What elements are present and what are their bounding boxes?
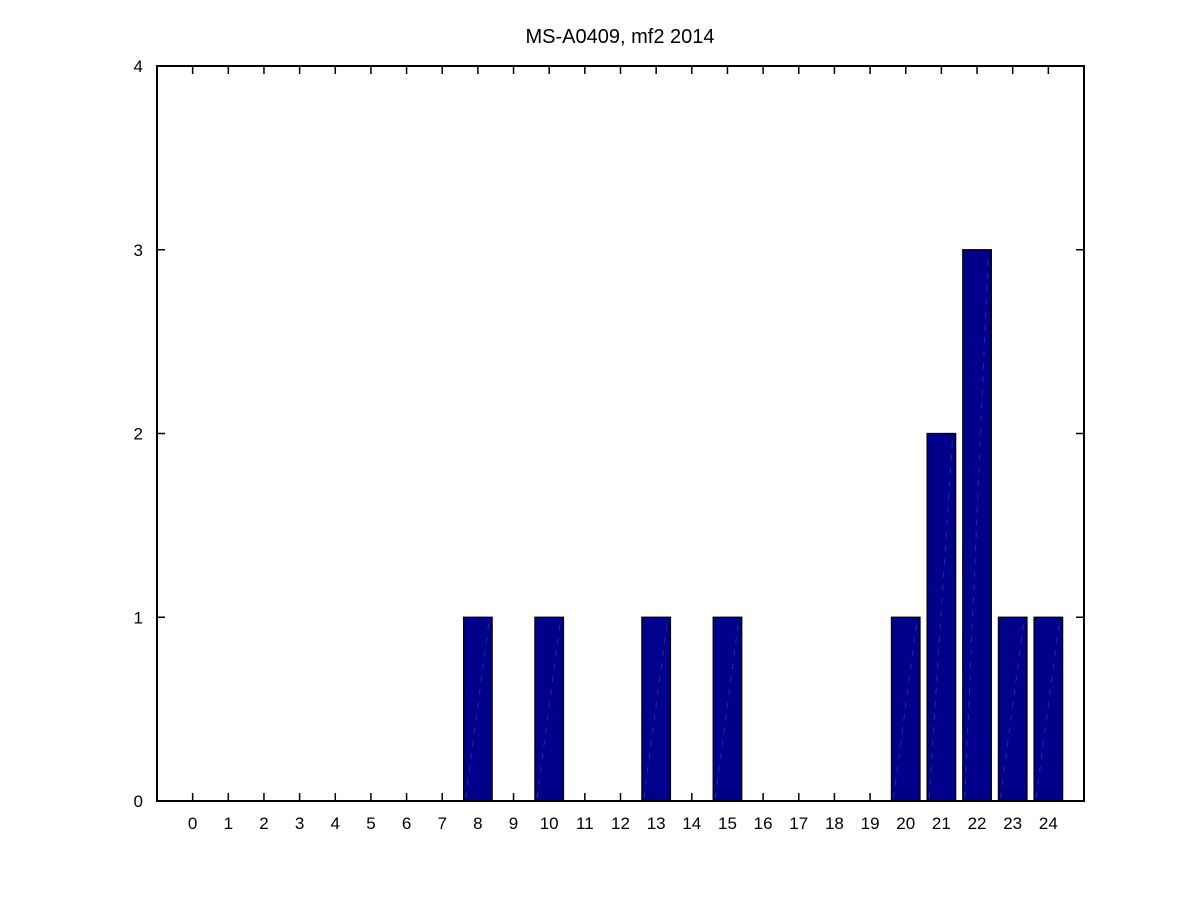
- x-tick-label: 8: [473, 814, 482, 833]
- bar-inner-line: [465, 620, 490, 799]
- y-tick-label: 4: [134, 57, 143, 76]
- x-tick-label: 23: [1003, 814, 1022, 833]
- x-tick-label: 16: [754, 814, 773, 833]
- plot-border: [156, 65, 1085, 802]
- x-tick-label: 1: [224, 814, 233, 833]
- bar: [962, 249, 992, 802]
- bar: [890, 616, 921, 802]
- bar-inner-line: [643, 620, 668, 799]
- y-tick-label: 2: [134, 425, 143, 444]
- bar: [1033, 616, 1064, 802]
- x-tick-label: 13: [647, 814, 666, 833]
- x-tick-label: 24: [1039, 814, 1058, 833]
- x-tick-label: 20: [896, 814, 915, 833]
- bar-inner-line: [999, 620, 1025, 799]
- x-tick-label: 11: [576, 814, 594, 833]
- bar: [641, 616, 672, 802]
- x-tick-label: 12: [611, 814, 630, 833]
- y-tick-label: 1: [134, 608, 143, 627]
- x-tick-label: 17: [789, 814, 808, 833]
- x-tick-label: 19: [861, 814, 880, 833]
- y-tick-label: 0: [134, 792, 143, 811]
- bar: [462, 616, 493, 802]
- x-tick-label: 22: [968, 814, 987, 833]
- bar: [997, 616, 1028, 802]
- bar-inner-line: [892, 620, 918, 799]
- bar: [926, 432, 957, 802]
- x-tick-label: 7: [437, 814, 446, 833]
- x-tick-label: 0: [188, 814, 197, 833]
- x-tick-label: 3: [295, 814, 304, 833]
- x-tick-label: 21: [932, 814, 951, 833]
- axis-box: [156, 65, 1085, 802]
- bar-inner-line: [714, 620, 740, 799]
- bar-inner-line: [1035, 620, 1061, 799]
- x-tick-label: 18: [825, 814, 844, 833]
- y-tick-label: 3: [134, 241, 143, 260]
- x-tick-label: 15: [718, 814, 737, 833]
- x-tick-label: 9: [509, 814, 518, 833]
- bar-series: [462, 249, 1064, 802]
- x-tick-label: 10: [540, 814, 559, 833]
- x-tick-label: 14: [682, 814, 701, 833]
- bar: [534, 616, 565, 802]
- x-tick-label: 5: [366, 814, 375, 833]
- axis-tick-labels: 0 1 2 3 4 5 6 7 8 9 10 11 12 13 14 15 16 17 18 19 20 21 22 23 24…: [134, 57, 1058, 833]
- x-tick-label: 6: [402, 814, 411, 833]
- chart-title: MS-A0409, mf2 2014: [526, 26, 715, 48]
- bar: [712, 616, 743, 802]
- bar-inner-line: [536, 620, 561, 799]
- bar-inner-line: [928, 436, 954, 799]
- x-tick-label: 4: [331, 814, 340, 833]
- x-tick-label: 2: [259, 814, 268, 833]
